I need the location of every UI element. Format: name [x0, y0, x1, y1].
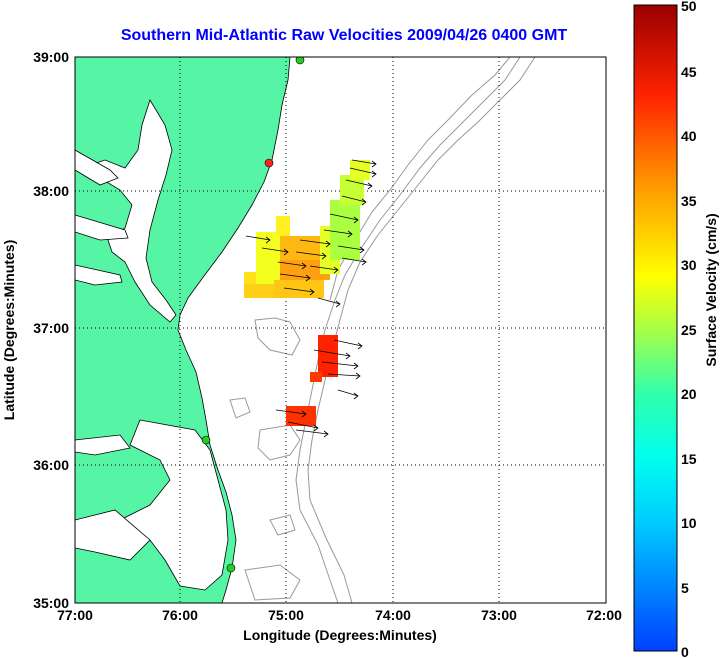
colorbar-tick-label: 45 [681, 64, 697, 80]
velocity-vectors [245, 159, 377, 438]
y-tick-label: 36:00 [33, 457, 69, 473]
map-title: Southern Mid-Atlantic Raw Velocities 200… [121, 27, 568, 44]
x-axis-label: Longitude (Degrees:Minutes) [243, 627, 437, 643]
colorbar-gradient [633, 4, 678, 652]
colorbar-tick-label: 5 [681, 580, 689, 596]
colorbar-tick-label: 25 [681, 322, 697, 338]
chesapeake-bay [89, 99, 177, 323]
velocity-field [244, 160, 370, 426]
colorbar-tick-label: 15 [681, 451, 697, 467]
colorbar-tick-label: 0 [681, 644, 689, 659]
station-marker [201, 435, 211, 445]
colorbar-tick-label: 35 [681, 193, 697, 209]
map-plot-area [75, 57, 606, 603]
colorbar-tick-label: 20 [681, 386, 697, 402]
x-tick-label: 72:00 [586, 607, 622, 623]
x-tick-label: 73:00 [481, 607, 517, 623]
colorbar-label: Surface Velocity (cm/s) [703, 213, 719, 366]
x-tick-label: 75:00 [268, 607, 304, 623]
x-tick-label: 76:00 [162, 607, 198, 623]
y-tick-label: 39:00 [33, 49, 69, 65]
station-marker [226, 563, 236, 573]
y-axis-label: Latitude (Degrees:Minutes) [1, 240, 17, 420]
station-marker [264, 158, 274, 168]
station-marker [295, 57, 305, 65]
colorbar: 50 45 40 35 30 25 20 15 10 5 0 Surface V… [633, 0, 719, 659]
x-tick-label: 77:00 [57, 607, 93, 623]
colorbar-tick-label: 40 [681, 128, 697, 144]
colorbar-tick-label: 50 [681, 0, 697, 14]
grid [75, 57, 606, 603]
x-tick-label: 74:00 [375, 607, 411, 623]
y-tick-label: 37:00 [33, 320, 69, 336]
colorbar-tick-label: 30 [681, 257, 697, 273]
y-axis: 39:00 38:00 37:00 36:00 35:00 Latitude (… [1, 49, 69, 611]
y-tick-label: 35:00 [33, 595, 69, 611]
plot-frame [74, 56, 607, 604]
colorbar-tick-label: 10 [681, 515, 697, 531]
x-axis: 77:00 76:00 75:00 74:00 73:00 72:00 Long… [57, 607, 622, 643]
y-tick-label: 38:00 [33, 183, 69, 199]
